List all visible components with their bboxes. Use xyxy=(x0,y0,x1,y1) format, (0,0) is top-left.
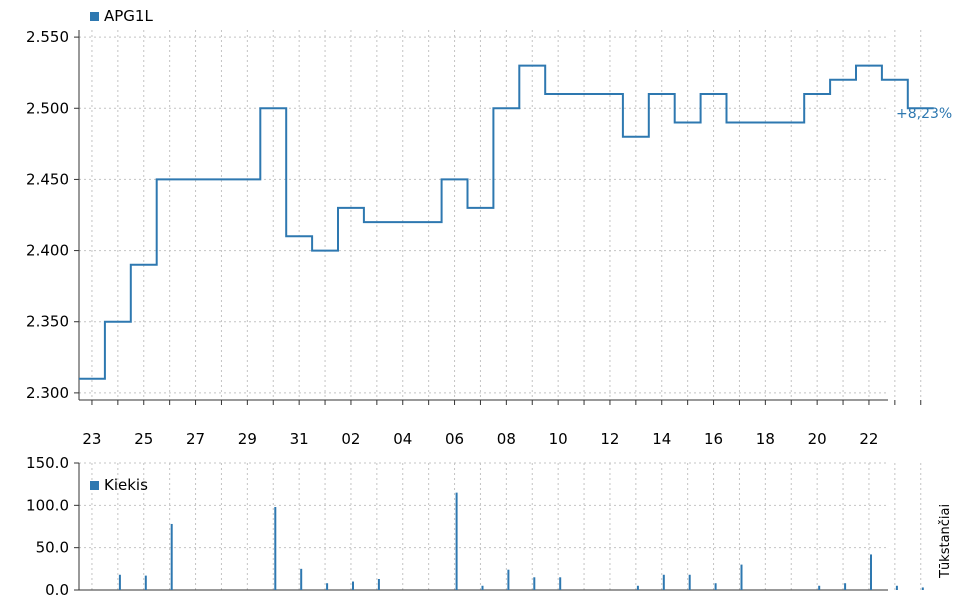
price-y-tick-label: 2.300 xyxy=(26,384,69,402)
price-y-tick-label: 2.350 xyxy=(26,313,69,331)
volume-y-tick-label: 0.0 xyxy=(45,581,69,599)
volume-bar xyxy=(921,587,924,590)
volume-bar xyxy=(170,523,173,590)
price-x-tick-label: 14 xyxy=(652,430,671,448)
volume-bar xyxy=(352,581,354,590)
volume-bars xyxy=(118,492,924,590)
volume-bar xyxy=(662,574,665,590)
price-x-tick-label: 06 xyxy=(445,430,464,448)
price-x-tick-label: 10 xyxy=(549,430,568,448)
price-x-tick-label: 25 xyxy=(134,430,153,448)
price-x-tick-label: 18 xyxy=(756,430,775,448)
price-x-tick-label: 22 xyxy=(859,430,878,448)
price-series-line xyxy=(79,64,934,380)
price-x-tick-label: 08 xyxy=(497,430,516,448)
volume-y-tick-label: 100.0 xyxy=(26,496,69,514)
volume-unit-label: Tūkstančiai xyxy=(938,504,953,579)
volume-bar xyxy=(636,585,639,590)
price-x-tick-label: 31 xyxy=(290,430,309,448)
volume-panel: 0.0 50.0 100.0 150.0 Kiekis Tūkstančiai xyxy=(26,454,953,599)
price-change-label: +8,23% xyxy=(896,106,952,122)
volume-bar xyxy=(559,577,562,590)
price-legend-swatch xyxy=(90,12,99,21)
price-panel: 2.300 2.350 2.400 2.450 2.500 2.550 23 25 27 29 3… xyxy=(26,7,952,448)
volume-bar xyxy=(300,568,303,590)
volume-bar xyxy=(714,583,717,590)
price-x-tick-label: 27 xyxy=(186,430,205,448)
volume-legend-swatch xyxy=(90,481,99,490)
price-y-tick-label: 2.500 xyxy=(26,99,69,117)
price-x-tick-label: 20 xyxy=(808,430,827,448)
volume-y-tick-label: 150.0 xyxy=(26,454,69,472)
volume-bar xyxy=(377,578,380,590)
volume-y-axis: 0.0 50.0 100.0 150.0 xyxy=(26,454,79,599)
price-legend-label: APG1L xyxy=(104,7,153,25)
volume-bar xyxy=(507,569,510,590)
volume-bar xyxy=(740,564,743,590)
price-grid xyxy=(79,30,922,400)
price-x-tick-label: 04 xyxy=(393,430,412,448)
volume-bar xyxy=(118,574,121,590)
volume-bar xyxy=(326,583,329,590)
volume-bar xyxy=(481,585,484,590)
volume-bar xyxy=(144,575,147,590)
volume-grid xyxy=(79,462,922,591)
price-y-axis: 2.300 2.350 2.400 2.450 2.500 2.550 xyxy=(26,28,79,402)
price-y-tick-label: 2.550 xyxy=(26,28,69,46)
volume-bar xyxy=(274,507,277,590)
price-x-tick-label: 23 xyxy=(82,430,101,448)
price-y-tick-label: 2.400 xyxy=(26,242,69,260)
volume-bar xyxy=(688,574,691,590)
volume-bar xyxy=(533,577,536,590)
volume-y-tick-label: 50.0 xyxy=(36,539,69,557)
price-x-axis: 23 25 27 29 31 02 04 06 08 10 12 14 16 18 20 22 xyxy=(82,400,922,448)
price-x-tick-label: 12 xyxy=(600,430,619,448)
price-x-tick-label: 16 xyxy=(704,430,723,448)
price-x-tick-label: 29 xyxy=(238,430,257,448)
volume-bar xyxy=(895,585,898,590)
volume-bar xyxy=(844,583,847,590)
volume-bar xyxy=(870,554,872,590)
volume-bar xyxy=(455,492,458,590)
volume-legend-label: Kiekis xyxy=(104,476,148,494)
volume-bar xyxy=(818,585,821,590)
price-x-tick-label: 02 xyxy=(341,430,360,448)
price-y-tick-label: 2.450 xyxy=(26,170,69,188)
